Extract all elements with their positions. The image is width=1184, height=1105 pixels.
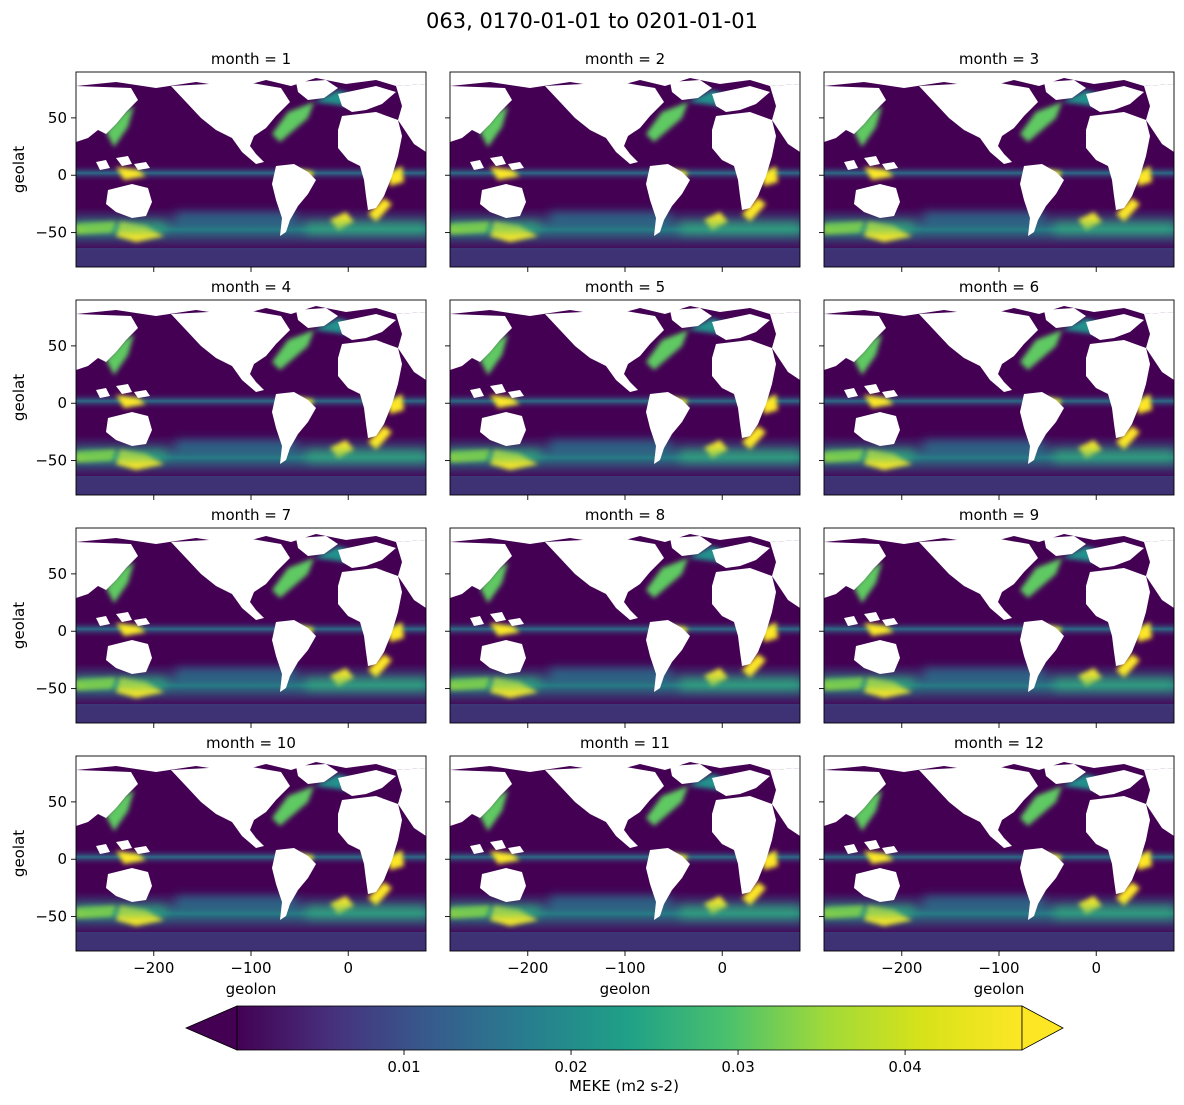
y-tick-label: 0 <box>57 166 67 184</box>
map-panel: month = 7 50 0 −50 geolat <box>10 506 427 728</box>
x-axis-label: geolon <box>600 980 651 998</box>
y-tick-label: 50 <box>48 793 67 811</box>
map-panel: month = 6 <box>819 278 1175 500</box>
y-axis-label: geolat <box>10 830 28 877</box>
map-panel: month = 1 50 0 −50 geolat <box>10 50 427 272</box>
meke-heatmap <box>824 300 1174 495</box>
y-tick-label: 50 <box>48 337 67 355</box>
panel-title: month = 11 <box>580 734 670 752</box>
figure-title: 063, 0170-01-01 to 0201-01-01 <box>426 9 758 33</box>
panel-title: month = 2 <box>585 50 665 68</box>
x-tick-label: 0 <box>343 959 353 977</box>
panel-grid: month = 1 50 0 −50 geolat month = 2 month = 3 m… <box>10 50 1175 998</box>
x-tick-label: −200 <box>881 959 922 977</box>
x-tick-label: −100 <box>604 959 645 977</box>
colorbar: 0.01 0.02 0.03 0.04 MEKE (m2 s-2) <box>184 1005 1064 1095</box>
y-tick-label: −50 <box>35 680 67 698</box>
map-panel: month = 12 −200 −100 0 geolon <box>819 734 1175 998</box>
y-axis-label: geolat <box>10 374 28 421</box>
meke-heatmap <box>76 528 426 723</box>
panel-title: month = 6 <box>959 278 1039 296</box>
meke-heatmap <box>76 72 426 267</box>
panel-title: month = 3 <box>959 50 1039 68</box>
x-axis-label: geolon <box>226 980 277 998</box>
y-tick-label: 50 <box>48 109 67 127</box>
map-panel: month = 10 50 0 −50 −200 −100 0 geolat geolon <box>10 734 427 998</box>
y-tick-label: −50 <box>35 224 67 242</box>
map-panel: month = 5 <box>445 278 801 500</box>
meke-heatmap <box>76 756 426 951</box>
colorbar-tick-label: 0.03 <box>721 1058 754 1076</box>
x-tick-label: −100 <box>978 959 1019 977</box>
map-panel: month = 11 −200 −100 0 geolon <box>445 734 801 998</box>
map-panel: month = 2 <box>445 50 801 272</box>
meke-heatmap <box>824 756 1174 951</box>
meke-heatmap <box>450 300 800 495</box>
x-tick-label: 0 <box>717 959 727 977</box>
map-panel: month = 4 50 0 −50 geolat <box>10 278 427 500</box>
y-tick-label: 50 <box>48 565 67 583</box>
panel-title: month = 9 <box>959 506 1039 524</box>
meke-heatmap <box>450 72 800 267</box>
colorbar-gradient <box>236 1005 1023 1051</box>
y-tick-label: 0 <box>57 394 67 412</box>
map-panel: month = 8 <box>445 506 801 728</box>
colorbar-label: MEKE (m2 s-2) <box>569 1077 679 1095</box>
colorbar-tick-label: 0.04 <box>888 1058 921 1076</box>
panel-title: month = 10 <box>206 734 296 752</box>
colorbar-tick-label: 0.02 <box>554 1058 587 1076</box>
x-tick-label: −200 <box>133 959 174 977</box>
y-tick-label: −50 <box>35 452 67 470</box>
panel-title: month = 8 <box>585 506 665 524</box>
colorbar-tick-label: 0.01 <box>387 1058 420 1076</box>
meke-heatmap <box>450 756 800 951</box>
panel-title: month = 4 <box>211 278 291 296</box>
x-tick-label: −100 <box>230 959 271 977</box>
y-tick-label: 0 <box>57 850 67 868</box>
y-tick-label: 0 <box>57 622 67 640</box>
map-panel: month = 9 <box>819 506 1175 728</box>
x-tick-label: −200 <box>507 959 548 977</box>
panel-title: month = 5 <box>585 278 665 296</box>
colorbar-extend-max <box>1021 1005 1064 1051</box>
map-panel: month = 3 <box>819 50 1175 272</box>
panel-title: month = 12 <box>954 734 1044 752</box>
x-tick-label: 0 <box>1091 959 1101 977</box>
x-axis-label: geolon <box>974 980 1025 998</box>
y-axis-label: geolat <box>10 602 28 649</box>
meke-heatmap <box>76 300 426 495</box>
meke-heatmap <box>450 528 800 723</box>
panel-title: month = 7 <box>211 506 291 524</box>
colorbar-extend-min <box>184 1005 238 1051</box>
y-axis-label: geolat <box>10 146 28 193</box>
panel-title: month = 1 <box>211 50 291 68</box>
y-tick-label: −50 <box>35 908 67 926</box>
meke-heatmap <box>824 72 1174 267</box>
meke-heatmap <box>824 528 1174 723</box>
